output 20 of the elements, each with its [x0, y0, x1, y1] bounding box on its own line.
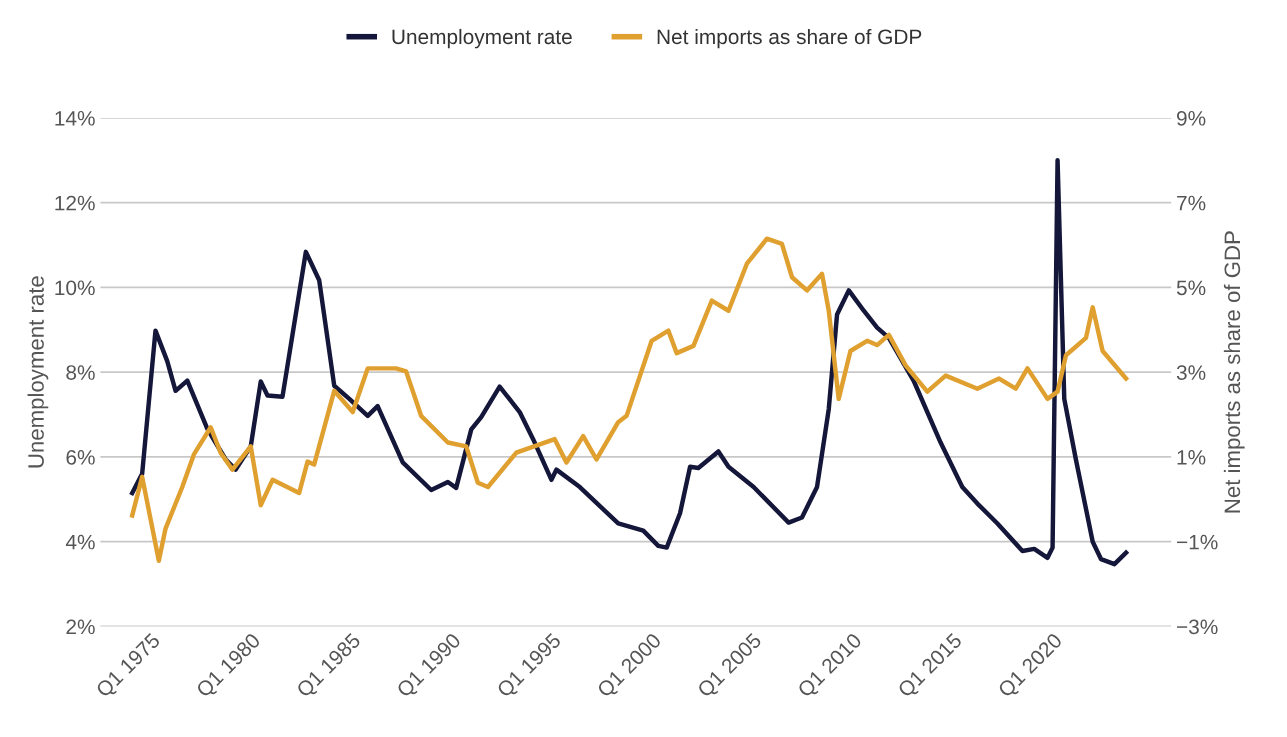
y2-tick-label: −1%	[1177, 534, 1218, 550]
y-tick-label: 8%	[66, 365, 95, 380]
y-tick-label: 4%	[65, 534, 95, 550]
y2-tick-label: −3%	[1177, 619, 1218, 635]
y-tick-label: 10%	[55, 280, 95, 296]
legend-label: Unemployment rate	[392, 28, 572, 49]
y2-tick-label: 3%	[1176, 365, 1206, 380]
y2-tick-label: 9%	[1177, 110, 1206, 126]
line-series	[130, 236, 1129, 563]
y-axis-title: Unemployment rate	[27, 276, 49, 468]
y2-axis-title: Net imports as share of GDP	[1223, 231, 1245, 513]
line-series	[130, 158, 1129, 567]
y2-tick-label: 5%	[1176, 280, 1206, 296]
y2-tick-label: 1%	[1177, 450, 1206, 465]
y-tick-label: 6%	[66, 449, 95, 465]
legend-label: Net imports as share of GDP	[657, 28, 922, 49]
y-tick-label: 2%	[66, 619, 95, 635]
y-tick-label: 12%	[55, 195, 95, 211]
y-tick-label: 14%	[55, 111, 95, 126]
y2-tick-label: 7%	[1177, 195, 1206, 211]
